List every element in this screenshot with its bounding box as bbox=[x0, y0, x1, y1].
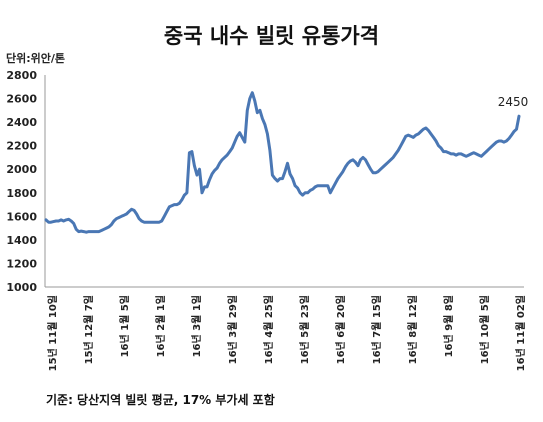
end-value-label: 2450 bbox=[498, 95, 529, 109]
x-tick-label: 16년 7월 15일 bbox=[370, 295, 383, 364]
y-tick-label: 1000 bbox=[6, 281, 37, 294]
y-tick-label: 2800 bbox=[6, 69, 37, 82]
y-tick-label: 1400 bbox=[6, 234, 37, 247]
x-tick-label: 16년 8월 12일 bbox=[406, 295, 419, 364]
y-tick-label: 1800 bbox=[6, 187, 37, 200]
chart-axes bbox=[44, 75, 524, 288]
y-tick-label: 1200 bbox=[6, 257, 37, 270]
y-tick-label: 2200 bbox=[6, 140, 37, 153]
unit-label: 단위:위안/톤 bbox=[6, 52, 66, 65]
y-tick-label: 2600 bbox=[6, 93, 37, 106]
x-tick-label: 16년 6월 20일 bbox=[334, 295, 347, 364]
y-tick-label: 2000 bbox=[6, 163, 37, 176]
x-tick-label: 15년 11월 10일 bbox=[46, 295, 59, 371]
series-line bbox=[44, 91, 521, 234]
chart-footnote: 기준: 당산지역 빌릿 평균, 17% 부가세 포함 bbox=[46, 393, 275, 407]
x-tick-label: 16년 4월 25일 bbox=[262, 295, 275, 364]
y-tick-label: 2400 bbox=[6, 116, 37, 129]
x-tick-label: 16년 3월 1일 bbox=[190, 295, 203, 357]
x-tick-label: 16년 2월 1일 bbox=[154, 295, 167, 357]
x-tick-label: 15년 12월 7일 bbox=[82, 295, 95, 364]
x-tick-label: 16년 9월 8일 bbox=[442, 295, 455, 357]
x-axis-ticks: 15년 11월 10일 15년 12월 7일 16년 1월 5일 16년 2월 1일 1… bbox=[46, 295, 527, 371]
x-tick-label: 16년 3월 29일 bbox=[226, 295, 239, 364]
y-axis-ticks: 2800 2600 2400 2200 2000 1800 1600 1400 1200 1000 bbox=[6, 69, 37, 294]
y-tick-label: 1600 bbox=[6, 210, 37, 223]
x-tick-label: 16년 10월 5일 bbox=[478, 295, 491, 364]
x-tick-label: 16년 11월 02일 bbox=[514, 295, 527, 371]
chart-title: 중국 내수 빌릿 유통가격 bbox=[163, 24, 380, 48]
x-tick-label: 16년 1월 5일 bbox=[118, 295, 131, 357]
x-tick-label: 16년 5월 23일 bbox=[298, 295, 311, 364]
